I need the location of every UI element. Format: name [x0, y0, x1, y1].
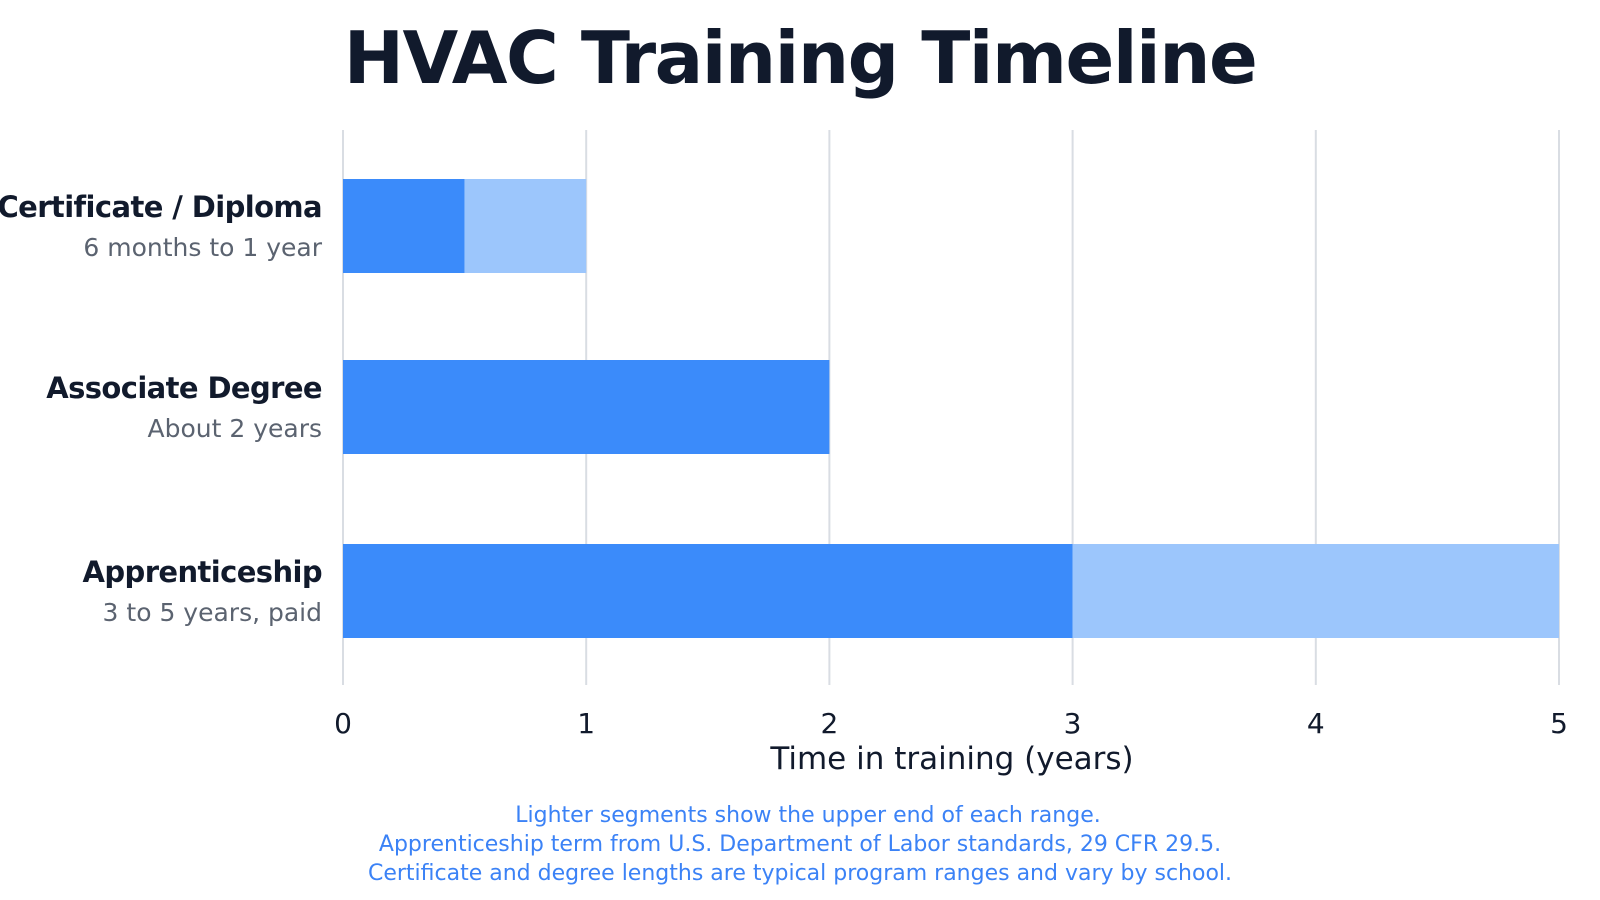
- category-labels: Certificate / Diploma 6 months to 1 year A…: [0, 190, 323, 627]
- bars: [343, 179, 1559, 638]
- x-tick-label-4: 4: [1307, 707, 1325, 740]
- footnote-line-2: Apprenticeship term from U.S. Department…: [379, 832, 1221, 857]
- x-tick-label-1: 1: [577, 707, 595, 740]
- x-tick-labels: 0 1 2 3 4 5: [334, 707, 1568, 740]
- category-sublabel-3: 3 to 5 years, paid: [103, 598, 322, 627]
- x-tick-label-5: 5: [1550, 707, 1568, 740]
- bar-segment-2-base: [343, 360, 830, 454]
- category-label-1: Certificate / Diploma: [0, 190, 322, 224]
- category-label-3: Apprenticeship: [83, 555, 322, 589]
- bar-segment-1-upper: [464, 179, 587, 273]
- x-tick-label-2: 2: [820, 707, 838, 740]
- footnote-line-1: Lighter segments show the upper end of e…: [515, 803, 1100, 828]
- x-tick-label-3: 3: [1064, 707, 1082, 740]
- chart-title: HVAC Training Timeline: [344, 16, 1257, 100]
- category-sublabel-1: 6 months to 1 year: [83, 233, 322, 262]
- bar-segment-3-base: [343, 544, 1073, 638]
- footnote-line-3: Certificate and degree lengths are typic…: [368, 861, 1232, 886]
- bar-segment-3-upper: [1072, 544, 1559, 638]
- category-label-2: Associate Degree: [46, 371, 322, 405]
- bar-segment-1-base: [343, 179, 465, 273]
- x-tick-label-0: 0: [334, 707, 352, 740]
- category-sublabel-2: About 2 years: [147, 414, 322, 443]
- footnotes: Lighter segments show the upper end of e…: [368, 803, 1232, 886]
- x-axis-label: Time in training (years): [769, 741, 1133, 777]
